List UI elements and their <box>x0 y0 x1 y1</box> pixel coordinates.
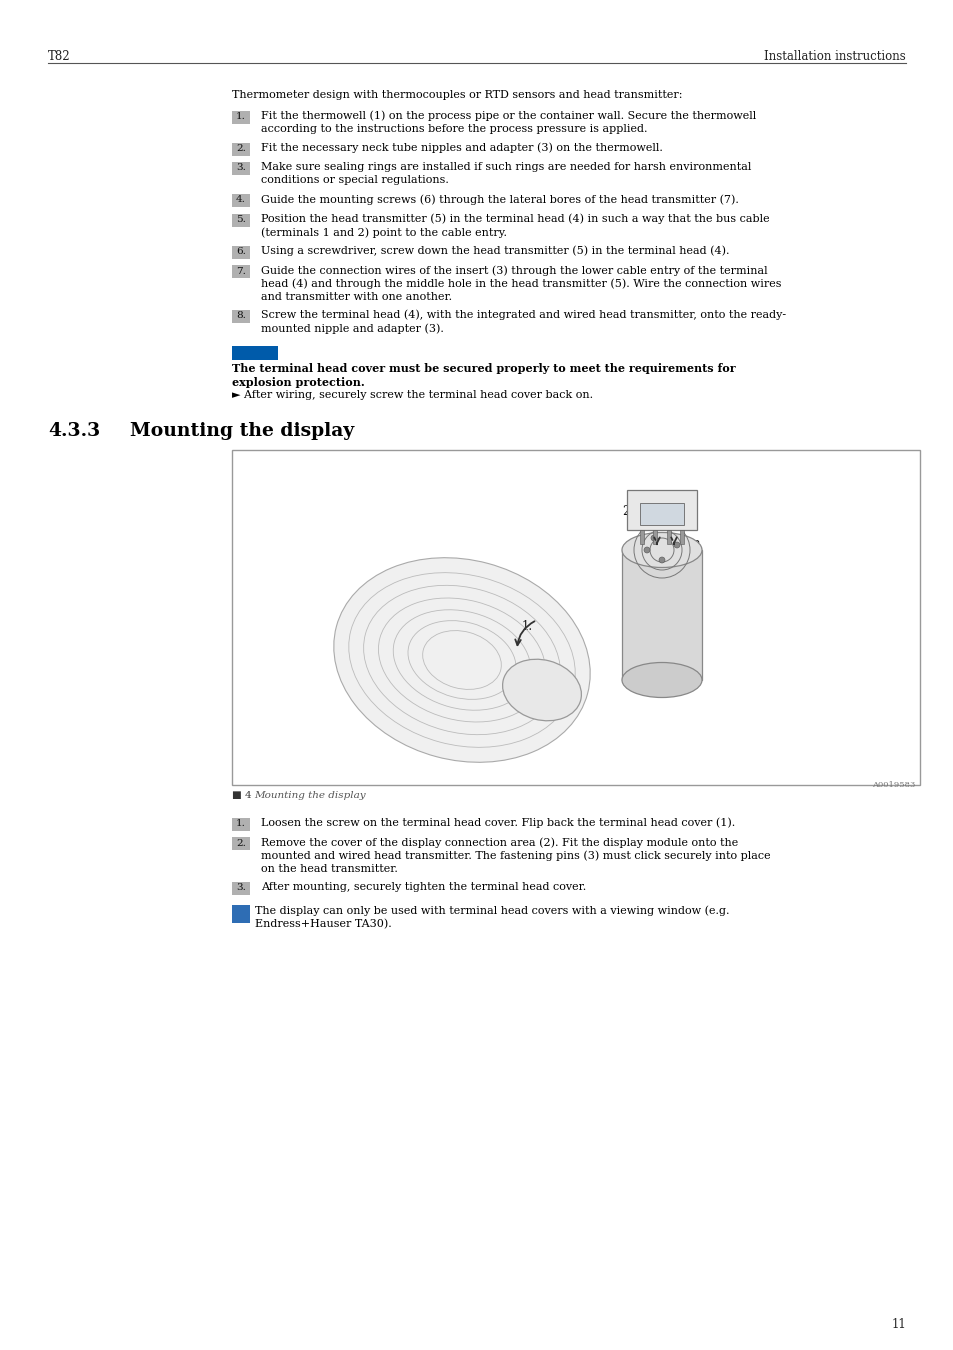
Text: 4.: 4. <box>235 196 246 204</box>
Text: 4.3.3: 4.3.3 <box>48 423 100 440</box>
Text: 1.: 1. <box>235 819 246 828</box>
Ellipse shape <box>334 558 590 763</box>
Bar <box>232 265 250 278</box>
Bar <box>232 904 250 923</box>
Text: ■ 4: ■ 4 <box>232 791 252 801</box>
Bar <box>232 111 250 123</box>
Bar <box>626 490 697 531</box>
Text: A0019583: A0019583 <box>871 782 914 788</box>
Text: After mounting, securely tighten the terminal head cover.: After mounting, securely tighten the ter… <box>261 882 586 891</box>
Text: 2.: 2. <box>621 505 633 518</box>
Circle shape <box>659 558 664 563</box>
Text: 3.: 3. <box>235 163 246 173</box>
Text: 11: 11 <box>890 1318 905 1331</box>
Text: 3.: 3. <box>235 883 246 892</box>
Text: Mounting the display: Mounting the display <box>130 423 354 440</box>
Text: i: i <box>238 907 243 921</box>
Bar <box>232 818 250 830</box>
Text: Remove the cover of the display connection area (2). Fit the display module onto: Remove the cover of the display connecti… <box>261 837 770 873</box>
Circle shape <box>650 535 657 541</box>
Bar <box>232 346 277 359</box>
Bar <box>232 246 250 258</box>
Ellipse shape <box>502 659 580 721</box>
Bar <box>639 504 683 525</box>
Text: Fit the thermowell (1) on the process pipe or the container wall. Secure the the: Fit the thermowell (1) on the process pi… <box>261 111 756 134</box>
Text: The display can only be used with terminal head covers with a viewing window (e.: The display can only be used with termin… <box>254 904 729 929</box>
Text: Position the head transmitter (5) in the terminal head (4) in such a way that th: Position the head transmitter (5) in the… <box>261 213 769 238</box>
Bar <box>232 837 250 850</box>
Bar <box>232 450 919 784</box>
Text: 8.: 8. <box>235 310 246 320</box>
Circle shape <box>643 547 649 553</box>
Text: Make sure sealing rings are installed if such rings are needed for harsh environ: Make sure sealing rings are installed if… <box>261 162 751 185</box>
Bar <box>621 549 701 680</box>
Bar <box>232 213 250 227</box>
Circle shape <box>673 541 679 548</box>
Text: 6.: 6. <box>235 247 246 256</box>
Text: 7.: 7. <box>235 266 246 275</box>
Bar <box>639 531 643 544</box>
Text: 5.: 5. <box>235 215 246 224</box>
Bar <box>232 882 250 895</box>
Bar <box>652 531 657 544</box>
Bar <box>666 531 670 544</box>
Text: The terminal head cover must be secured properly to meet the requirements for
ex: The terminal head cover must be secured … <box>232 363 735 387</box>
Ellipse shape <box>621 663 701 698</box>
Text: 2.: 2. <box>235 144 246 153</box>
Text: 2.: 2. <box>235 838 246 848</box>
Bar <box>232 162 250 176</box>
Text: Thermometer design with thermocouples or RTD sensors and head transmitter:: Thermometer design with thermocouples or… <box>232 90 681 100</box>
Text: NOTICE: NOTICE <box>235 347 279 358</box>
Text: Fit the necessary neck tube nipples and adapter (3) on the thermowell.: Fit the necessary neck tube nipples and … <box>261 143 662 153</box>
Text: Screw the terminal head (4), with the integrated and wired head transmitter, ont: Screw the terminal head (4), with the in… <box>261 309 785 333</box>
Text: ► After wiring, securely screw the terminal head cover back on.: ► After wiring, securely screw the termi… <box>232 390 593 400</box>
Ellipse shape <box>621 532 701 567</box>
Text: Installation instructions: Installation instructions <box>763 50 905 63</box>
Text: Loosen the screw on the terminal head cover. Flip back the terminal head cover (: Loosen the screw on the terminal head co… <box>261 818 735 828</box>
Bar <box>232 309 250 323</box>
Text: 3.: 3. <box>691 540 702 553</box>
Text: Mounting the display: Mounting the display <box>253 791 365 801</box>
Text: Using a screwdriver, screw down the head transmitter (5) in the terminal head (4: Using a screwdriver, screw down the head… <box>261 246 729 256</box>
Bar <box>232 143 250 155</box>
Bar <box>679 531 683 544</box>
Text: 1.: 1. <box>235 112 246 122</box>
Text: Guide the mounting screws (6) through the lateral bores of the head transmitter : Guide the mounting screws (6) through th… <box>261 194 739 205</box>
Text: Guide the connection wires of the insert (3) through the lower cable entry of th: Guide the connection wires of the insert… <box>261 265 781 302</box>
Text: 1.: 1. <box>521 620 533 633</box>
Text: T82: T82 <box>48 50 71 63</box>
Bar <box>232 194 250 207</box>
